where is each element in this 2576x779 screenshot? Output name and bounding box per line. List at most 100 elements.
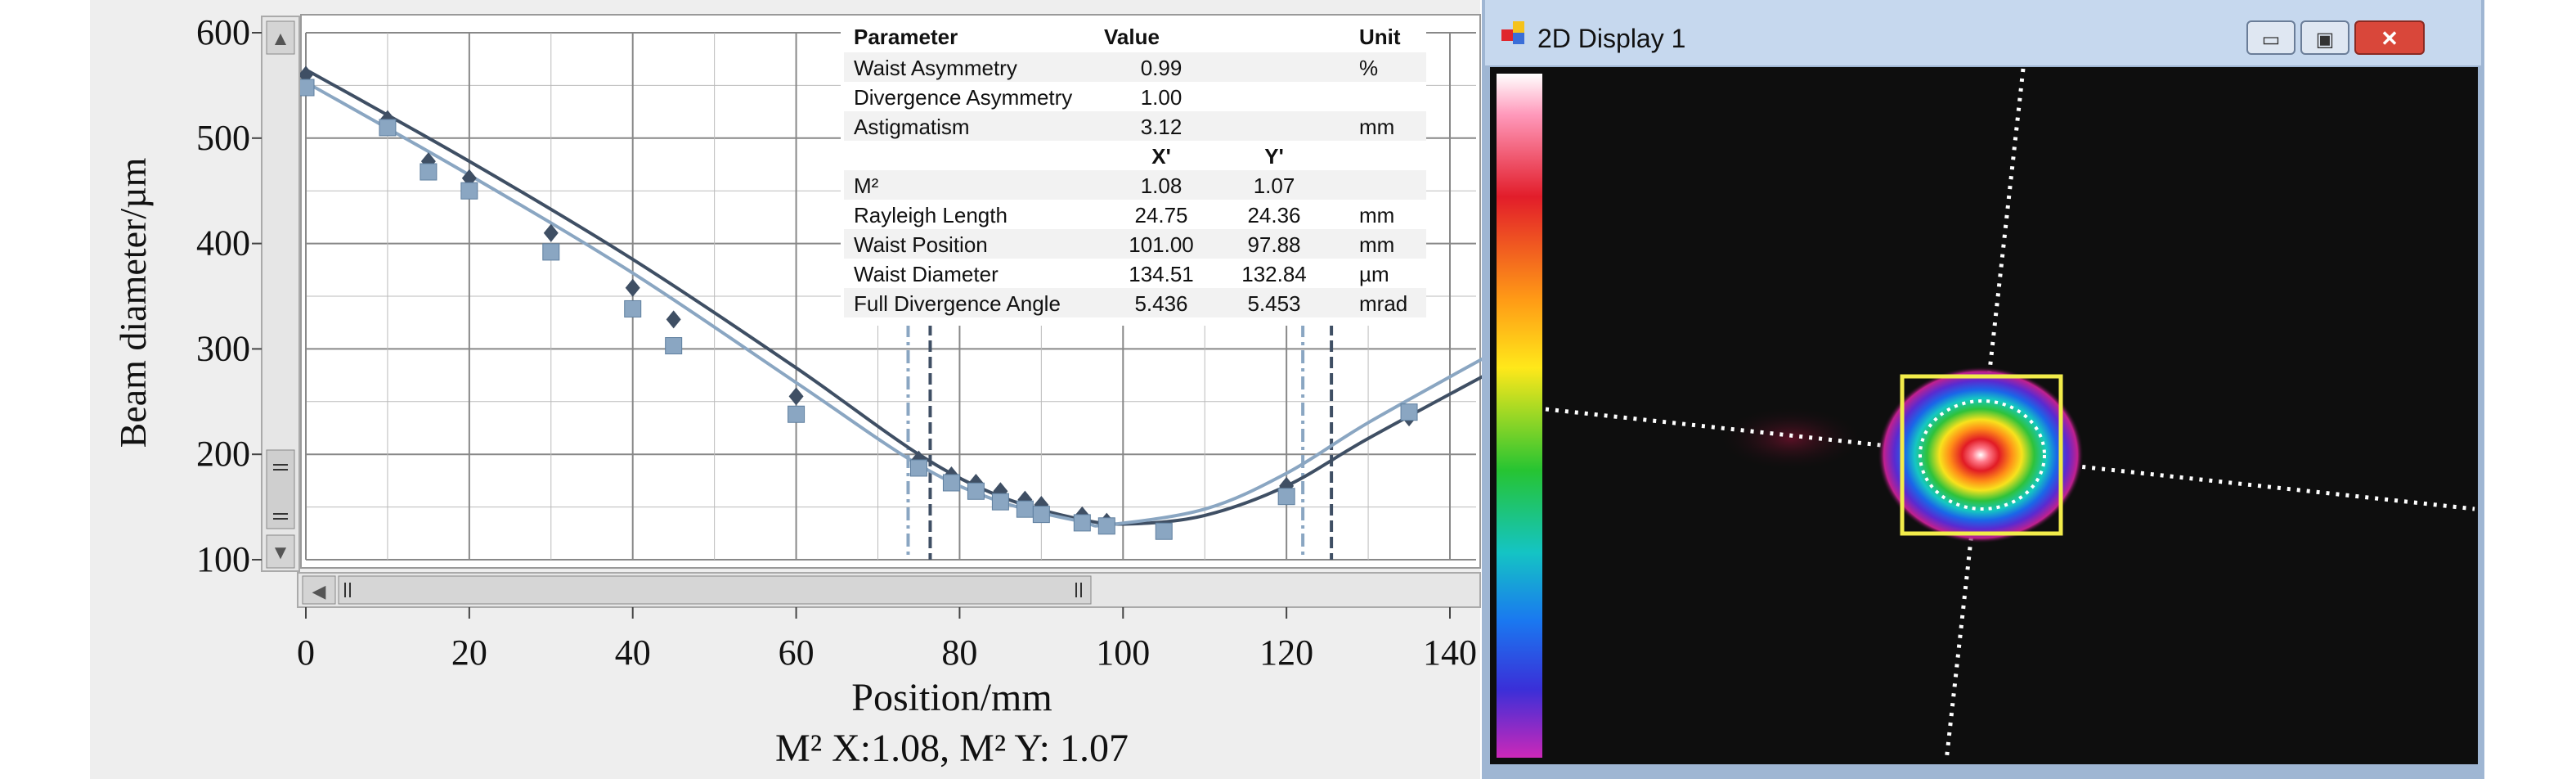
results-table: Parameter Value Unit Waist Asymmetry 0.9… [841,18,1426,326]
table-cell: % [1359,56,1378,80]
data-point-square [1155,522,1173,540]
table-cell: mm [1359,115,1394,139]
data-point-square [942,474,960,492]
stray-light-spot [1717,406,1865,471]
scroll-up-icon: ▲ [271,28,290,50]
table-cell: mrad [1359,291,1407,316]
table-header-y: Y' [1264,144,1284,169]
data-point-diamond [625,278,640,297]
table-cell: 1.07 [1254,173,1295,198]
y-tick-label: 300 [196,328,250,368]
scroll-down-icon: ▼ [271,542,290,564]
scroll-down-button[interactable] [266,534,295,569]
x-tick-label: 60 [779,633,815,673]
table-cell: mm [1359,203,1394,227]
data-point-square [1277,488,1295,506]
table-cell: Astigmatism [854,115,970,139]
x-tick-label: 40 [615,633,651,673]
beam-fit-ellipse [1919,399,2046,511]
data-point-square [788,405,806,423]
y-tick-label: 500 [196,118,250,158]
scroll-up-button[interactable] [266,20,295,55]
close-icon: ✕ [2381,26,2399,51]
data-points [297,65,1418,540]
data-point-square [967,482,985,500]
data-point-square [379,119,397,137]
x-tick-labels: 0 20 40 60 80 100 120 140 [297,607,1477,673]
table-cell: Full Divergence Angle [854,291,1061,316]
vertical-scroll-thumb[interactable] [266,449,295,529]
data-point-square [624,299,642,317]
table-header-parameter: Parameter [854,25,958,49]
table-cell: 5.453 [1247,291,1300,316]
beam-profile [1878,367,2084,543]
data-point-square [991,493,1009,511]
x-tick-label: 100 [1096,633,1150,673]
data-point-diamond [543,223,559,242]
data-point-diamond [666,310,681,329]
table-cell: 24.36 [1247,203,1300,227]
table-header-value: Value [1104,25,1160,49]
table-cell: 97.88 [1247,232,1300,257]
fit-curve-1 [305,68,1492,526]
table-cell: mm [1359,232,1394,257]
data-point-square [542,243,560,261]
roi-box[interactable] [1900,374,2063,536]
table-cell: Rayleigh Length [854,203,1008,227]
y-axis-label: Beam diameter/µm [112,157,154,448]
y-tick-label: 100 [196,539,250,579]
horizontal-scrollbar[interactable]: ◀ [297,572,1481,608]
table-cell: 0.99 [1141,56,1183,80]
table-cell: 1.00 [1141,85,1183,110]
table-cell: 101.00 [1129,232,1194,257]
vertical-crosshair [1944,68,2026,762]
table-cell: 3.12 [1141,115,1183,139]
table-cell: Waist Position [854,232,988,257]
close-button[interactable] [2354,20,2425,55]
x-tick-label: 80 [941,633,977,673]
color-scale-bar [1497,74,1542,758]
data-point-square [1016,500,1034,518]
scroll-left-button[interactable] [302,575,336,605]
display-window[interactable]: 2D Display 1 ▭ ▣ ✕ [1482,0,2484,779]
vertical-scrollbar[interactable]: ▲ ▼ [261,16,300,572]
scroll-left-icon: ◀ [312,581,326,601]
table-cell: µm [1359,262,1389,286]
table-cell: 132.84 [1241,262,1307,286]
data-point-square [460,182,478,200]
data-point-square [909,459,927,477]
y-tick-label: 400 [196,223,250,263]
table-header-unit: Unit [1359,25,1401,49]
data-point-square [1032,506,1050,524]
m2-caption: M² X:1.08, M² Y: 1.07 [775,727,1129,770]
table-cell: 24.75 [1134,203,1187,227]
table-cell: M² [854,173,879,198]
table-cell: Divergence Asymmetry [854,85,1072,110]
reference-lines [906,324,1334,560]
table-cell: 5.436 [1134,291,1187,316]
table-cell: 1.08 [1141,173,1183,198]
x-tick-label: 20 [451,633,487,673]
y-tick-label: 600 [196,12,250,52]
data-point-square [1073,514,1091,532]
horizontal-scroll-thumb[interactable] [338,575,1092,605]
data-point-square [1097,517,1115,535]
y-tick-labels: 100 200 300 400 500 600 [196,12,262,579]
x-tick-label: 0 [297,633,315,673]
table-cell: 134.51 [1129,262,1194,286]
data-point-square [665,337,683,355]
data-point-square [1400,403,1418,421]
x-axis-label: Position/mm [851,676,1052,719]
table-cell: Waist Diameter [854,262,999,286]
maximize-icon: ▣ [2316,29,2335,51]
minimize-icon: ▭ [2262,29,2281,51]
minimize-button[interactable] [2246,20,2296,55]
app-icon [1501,21,1524,44]
x-tick-label: 120 [1259,633,1313,673]
table-cell: Waist Asymmetry [854,56,1017,80]
maximize-button[interactable] [2300,20,2349,55]
x-tick-label: 140 [1423,633,1477,673]
window-title: 2D Display 1 [1537,24,1685,53]
table-header-x: X' [1151,144,1171,169]
